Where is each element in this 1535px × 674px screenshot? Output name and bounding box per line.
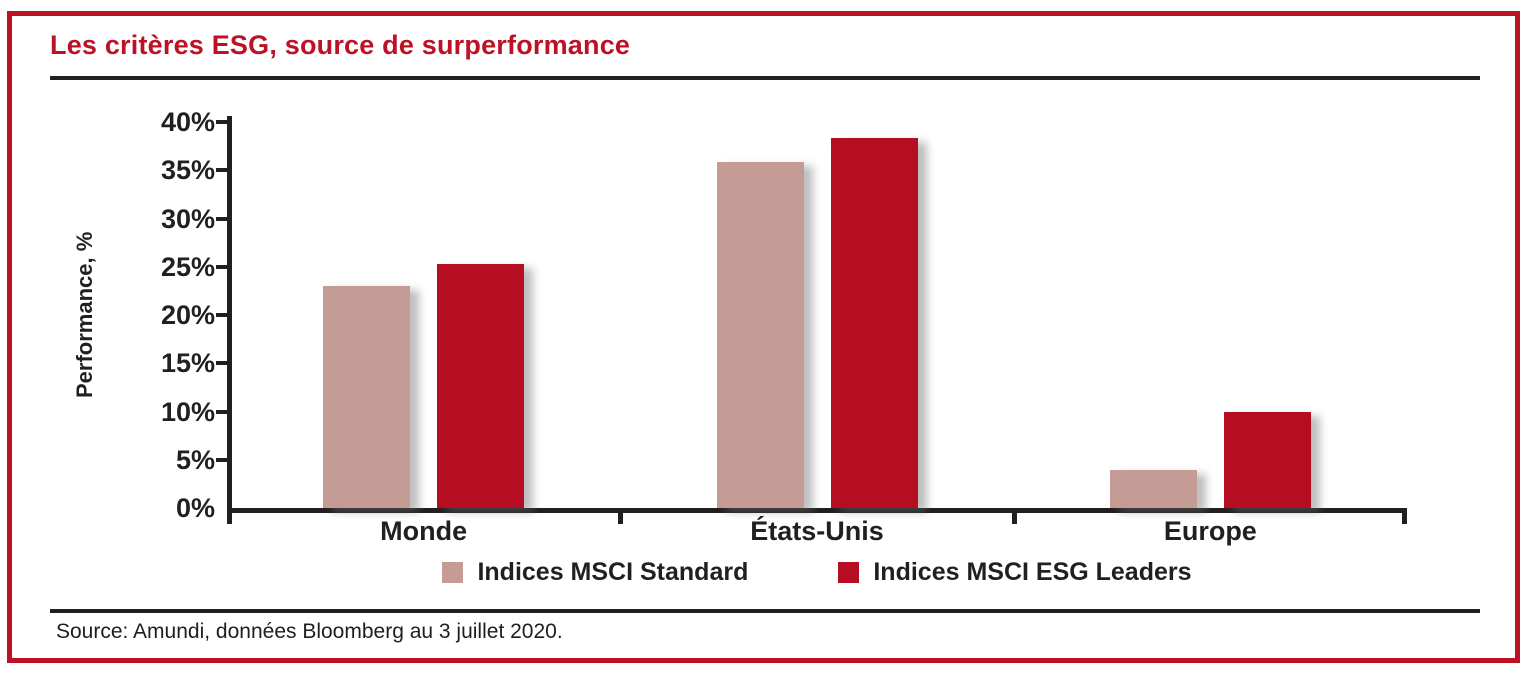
bar-indices-msci-esg-leaders-monde [437, 263, 525, 508]
legend-swatch-esg-leaders [838, 562, 860, 583]
y-axis-tick [216, 313, 228, 317]
bar-indices-msci-esg-leaders-états-unis [830, 138, 918, 508]
bar-indices-msci-esg-leaders-europe [1223, 412, 1311, 508]
x-category-label-monde: Monde [380, 516, 468, 546]
y-tick-label: 30% [160, 203, 215, 234]
legend-label-esg-leaders: Indices MSCI ESG Leaders [873, 558, 1192, 586]
y-tick-label: 10% [160, 396, 215, 427]
y-tick-label: 40% [160, 107, 215, 137]
legend-label-standard: Indices MSCI Standard [477, 558, 749, 586]
y-tick-label: 35% [160, 155, 215, 186]
y-axis-tick [216, 120, 228, 124]
x-axis-tick [227, 513, 232, 524]
legend-item-esg-leaders: Indices MSCI ESG Leaders [838, 558, 1192, 587]
y-axis-tick [216, 361, 228, 366]
y-axis-tick [216, 264, 228, 269]
y-tick-label: 15% [160, 348, 215, 379]
y-axis-tick [216, 168, 228, 173]
x-category-label-europe: Europe [1163, 516, 1257, 546]
y-axis-tick [216, 216, 228, 221]
y-axis-tick [216, 409, 228, 414]
x-category-label-états-unis: États-Unis [750, 516, 884, 546]
footer-divider [50, 609, 1480, 613]
bar-indices-msci-standard-monde [323, 286, 411, 508]
title-divider [50, 76, 1480, 80]
bar-indices-msci-standard-europe [1109, 470, 1197, 508]
bar-indices-msci-standard-états-unis [716, 161, 804, 508]
x-axis-line [227, 508, 1407, 513]
x-axis-tick [1402, 513, 1407, 524]
y-axis-label: Performance, % [72, 231, 97, 399]
y-tick-label: 0% [175, 493, 215, 523]
plot-area [216, 116, 1407, 524]
y-tick-label: 25% [160, 251, 215, 282]
y-axis-line [227, 116, 232, 513]
x-axis-tick [1011, 513, 1017, 524]
source-text: Source: Amundi, données Bloomberg au 3 j… [56, 620, 563, 643]
legend-swatch-standard [442, 562, 464, 583]
chart-legend: Indices MSCI Standard Indices MSCI ESG L… [227, 558, 1407, 587]
y-tick-label: 5% [175, 444, 215, 475]
y-tick-label: 20% [160, 300, 215, 330]
legend-item-standard: Indices MSCI Standard [442, 558, 748, 587]
x-axis-tick [618, 513, 624, 524]
y-axis-tick [216, 457, 228, 462]
chart-title: Les critères ESG, source de surperforman… [50, 30, 631, 60]
